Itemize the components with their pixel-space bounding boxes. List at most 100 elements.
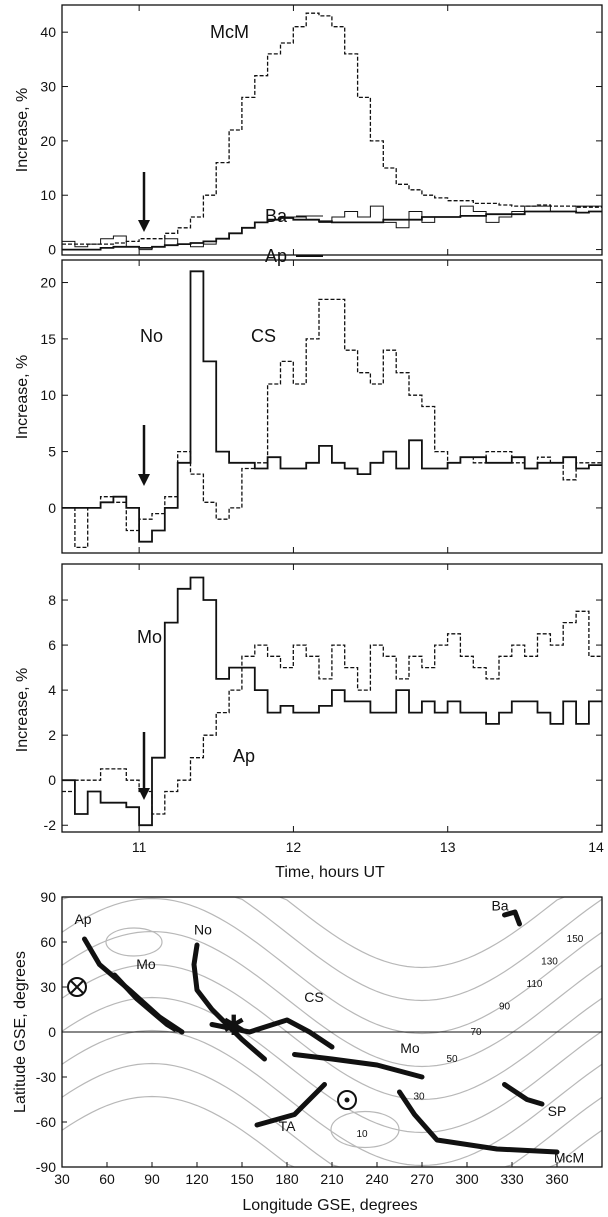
label-mcm: McM: [210, 22, 249, 42]
anti-sun-symbol: [67, 977, 87, 997]
station-label: McM: [554, 1150, 584, 1166]
ytick-label: -2: [44, 817, 57, 833]
panel2-arrow-head: [138, 474, 150, 486]
series-mo-line: [62, 576, 602, 827]
panel-mo-ap: Increase, % Mo Ap -2 0 2 4 6 8 11 12 13 14 Time, …: [14, 563, 604, 881]
contour-label: 10: [356, 1129, 368, 1140]
map-ytick-label: 30: [40, 979, 56, 995]
map-ytick-label: 0: [48, 1024, 56, 1040]
contour-line: [61, 896, 603, 1002]
panel-no-cs: Increase, % No CS 0 5 10 15 20: [14, 259, 603, 554]
track-mo: [292, 1052, 425, 1080]
ytick-label: 30: [40, 79, 56, 95]
map-ylabel: Latitude GSE, degrees: [12, 951, 29, 1113]
ytick-label: 40: [40, 24, 56, 40]
ytick-label: 2: [48, 727, 56, 743]
label-ap: Ap: [265, 246, 287, 266]
map-xtick-label: 60: [99, 1171, 115, 1187]
ytick-label: 4: [48, 682, 56, 698]
contour-loop: [105, 927, 163, 957]
contour-label: 90: [499, 1002, 511, 1013]
ytick-label: 8: [48, 592, 56, 608]
ytick-label: 10: [40, 187, 56, 203]
track-ta: [254, 1082, 327, 1128]
station-label: Ba: [491, 898, 508, 914]
ytick-label: 0: [48, 500, 56, 516]
ytick-label: 6: [48, 637, 56, 653]
contour-loop: [330, 1110, 400, 1149]
map-ytick-label: -30: [36, 1069, 56, 1085]
xtick-label: 14: [588, 839, 604, 855]
contour-label: 130: [541, 957, 558, 968]
track-mo: [112, 972, 177, 1032]
station-label: Mo: [400, 1040, 420, 1056]
station-label: TA: [279, 1118, 297, 1134]
ytick-label: 15: [40, 331, 56, 347]
panel-mcm-ba-ap: Increase, % McM Ba Ap 0 10 20 30 40: [14, 4, 603, 266]
contour-label: 50: [446, 1054, 458, 1065]
xtick-label: 13: [440, 839, 456, 855]
map-xtick-label: 270: [410, 1171, 434, 1187]
track-no: [191, 942, 267, 1062]
series-ap-line: [62, 210, 602, 251]
station-label: CS: [304, 989, 323, 1005]
label-ba: Ba: [265, 206, 288, 226]
ytick-label: 0: [48, 242, 56, 258]
map-xtick-label: 240: [365, 1171, 389, 1187]
label-cs: CS: [251, 326, 276, 346]
ytick-label: 20: [40, 275, 56, 291]
contour-line: [61, 996, 603, 1134]
station-label: SP: [548, 1103, 567, 1119]
series-mcm-line: [62, 12, 602, 245]
map-xtick-label: 90: [144, 1171, 160, 1187]
panel2-ylabel: Increase, %: [14, 355, 31, 439]
map-xtick-label: 30: [54, 1171, 70, 1187]
ytick-label: 0: [48, 772, 56, 788]
series-cs-line: [62, 298, 602, 549]
map-ytick-label: 60: [40, 934, 56, 950]
map-xtick-label: 360: [545, 1171, 569, 1187]
xtick-label: 12: [286, 839, 302, 855]
map-xtick-label: 150: [230, 1171, 254, 1187]
contour-label: 150: [567, 934, 584, 945]
contour-label: 30: [413, 1092, 425, 1103]
asterisk-symbol: ✱: [222, 1010, 245, 1041]
track-sp: [502, 1082, 545, 1107]
map-xtick-label: 300: [455, 1171, 479, 1187]
ytick-label: 10: [40, 387, 56, 403]
panel3-xlabel: Time, hours UT: [275, 864, 385, 881]
panel3-ylabel: Increase, %: [14, 668, 31, 752]
panel1-arrow-head: [138, 220, 150, 232]
label-mo: Mo: [137, 627, 162, 647]
track-cs: [209, 1017, 335, 1050]
series-ap-line: [62, 610, 602, 815]
station-label: Mo: [136, 956, 156, 972]
map-xlabel: Longitude GSE, degrees: [242, 1197, 417, 1214]
map-ytick-label: -90: [36, 1159, 56, 1175]
ytick-label: 5: [48, 444, 56, 460]
contour-line: [61, 963, 603, 1101]
label-no: No: [140, 326, 163, 346]
station-label: No: [194, 922, 212, 938]
contour-label: 110: [527, 979, 543, 990]
station-label: Ap: [74, 911, 91, 927]
xtick-label: 11: [132, 839, 147, 855]
series-no-line: [62, 270, 602, 543]
panel3-arrow-head: [138, 788, 150, 800]
label-ap-3: Ap: [233, 746, 255, 766]
map-xtick-label: 180: [275, 1171, 299, 1187]
track-ba: [502, 909, 522, 927]
map-xtick-label: 120: [185, 1171, 209, 1187]
track-mcm: [397, 1089, 560, 1155]
track-ap: [82, 936, 185, 1035]
map-ytick-label: -60: [36, 1114, 56, 1130]
map-ytick-label: 90: [40, 889, 56, 905]
series-ba-line: [62, 205, 602, 251]
sun-symbol: [337, 1090, 357, 1110]
contour-line: [61, 1029, 603, 1167]
contour-line: [61, 897, 603, 1035]
panel1-ylabel: Increase, %: [14, 88, 31, 172]
map-xtick-label: 210: [320, 1171, 344, 1187]
